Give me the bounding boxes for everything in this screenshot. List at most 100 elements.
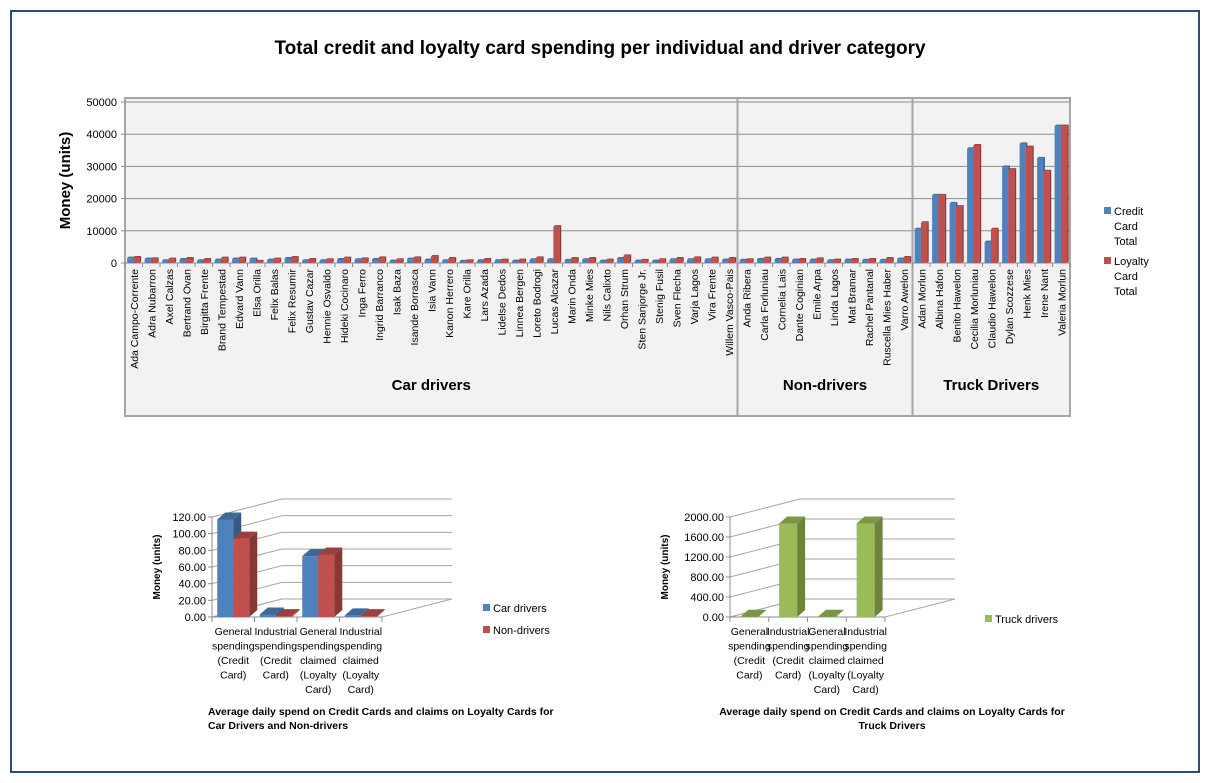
bar-top (284, 256, 293, 259)
bar-credit (844, 260, 851, 263)
bar-top (640, 258, 649, 261)
x-tick-label: Orhan Strum (619, 269, 631, 329)
bar-top (325, 258, 334, 260)
bar-side (612, 258, 614, 263)
x-tick-label: Isande Borrasca (409, 269, 421, 346)
bar-top (862, 258, 870, 261)
bar-top (634, 259, 643, 262)
bar-side (332, 258, 334, 263)
bar-side (752, 258, 754, 263)
bar-loyalty (448, 258, 455, 263)
bar-credit (214, 260, 221, 263)
bar-credit (984, 242, 991, 263)
group-label: Car drivers (392, 377, 471, 394)
bar-top (850, 257, 859, 260)
y-tick-label: 0 (111, 258, 117, 270)
bar-top (693, 256, 702, 258)
x-tick-label: Dylan Scozzese (1004, 269, 1016, 344)
main-bar-chart: 0 10000 20000 30000 40000 50000 Money (units) C… (57, 97, 1149, 417)
bar-loyalty (885, 258, 893, 263)
bar-loyalty (1025, 147, 1033, 263)
bar-top (570, 256, 579, 259)
bar-top (413, 256, 422, 258)
bar-top (990, 227, 999, 230)
bar-side (1049, 169, 1052, 263)
bar-side (682, 256, 684, 263)
bar-loyalty (675, 258, 683, 263)
bar-credit (494, 260, 501, 263)
bar-loyalty (605, 260, 613, 263)
x-tick-label: Lars Azada (479, 269, 491, 322)
bar-side (839, 258, 842, 263)
x-tick-label: Kare Orilla (461, 269, 473, 319)
bar-top (529, 258, 538, 260)
bar-side (909, 256, 912, 263)
bar-side (769, 256, 772, 263)
bar-top (395, 258, 404, 260)
x-tick-label: Axel Calzas (164, 269, 176, 324)
y-tick-label: 50000 (86, 97, 117, 109)
bar-credit (722, 260, 729, 263)
y-tick-label: 20000 (86, 194, 117, 206)
bar-top (290, 256, 299, 258)
bar-top (588, 256, 597, 259)
bar-top (967, 147, 975, 149)
bar-top (343, 256, 352, 259)
x-tick-label: Vira Frente (706, 269, 718, 321)
bar-credit (372, 259, 379, 263)
bar-side (962, 205, 964, 263)
bar-top (1019, 142, 1028, 144)
bar-credit (669, 259, 676, 263)
bar-side (262, 259, 264, 263)
bar-side (979, 143, 982, 263)
bar-loyalty (185, 258, 193, 263)
bar-top (973, 143, 982, 146)
bar-credit (739, 260, 746, 263)
bar-side (629, 254, 632, 263)
legend-swatch (1104, 257, 1111, 264)
bar-side (384, 256, 387, 263)
bar-side (297, 256, 299, 263)
x-tick-label: Linda Lagos (829, 269, 841, 326)
bar-top (798, 257, 807, 260)
bar-side (472, 259, 474, 263)
bar-side (804, 257, 807, 263)
bar-top (599, 259, 608, 262)
x-tick-label: Brand Tempestad (216, 269, 228, 351)
bar-side (857, 257, 859, 263)
bar-loyalty (413, 257, 420, 263)
bar-side (927, 221, 929, 263)
bar-loyalty (465, 260, 473, 263)
bar-loyalty (430, 256, 438, 263)
bar-top (757, 257, 765, 260)
bar-top (1002, 165, 1010, 168)
bar-side (1032, 145, 1034, 263)
bar-top (1054, 124, 1063, 127)
bar-credit (477, 260, 484, 263)
bar-top (605, 258, 614, 261)
bar-loyalty (203, 259, 210, 263)
bar-top (267, 258, 275, 261)
bar-top (319, 259, 328, 261)
bar-side (944, 193, 947, 263)
x-tick-label: Anda Ribera (741, 269, 753, 328)
bar-top (302, 259, 310, 261)
bar-top (179, 257, 188, 260)
bar-top (232, 257, 240, 260)
bar-top (424, 258, 433, 261)
bar-top (780, 256, 789, 259)
bar-top (809, 258, 818, 261)
x-tick-label: Ruscella Mies Haber (881, 269, 893, 366)
x-tick-label: Willem Vasco-Pais (724, 269, 736, 356)
bar-loyalty (868, 259, 875, 263)
bar-loyalty (500, 260, 508, 263)
bar-side (507, 258, 509, 263)
bar-side (787, 256, 789, 263)
bar-side (454, 256, 457, 263)
bar-credit (354, 259, 361, 263)
bar-loyalty (745, 259, 753, 263)
bar-side (1067, 124, 1069, 264)
bar-credit (529, 259, 536, 263)
bar-top (938, 193, 947, 196)
bar-credit (914, 229, 921, 263)
